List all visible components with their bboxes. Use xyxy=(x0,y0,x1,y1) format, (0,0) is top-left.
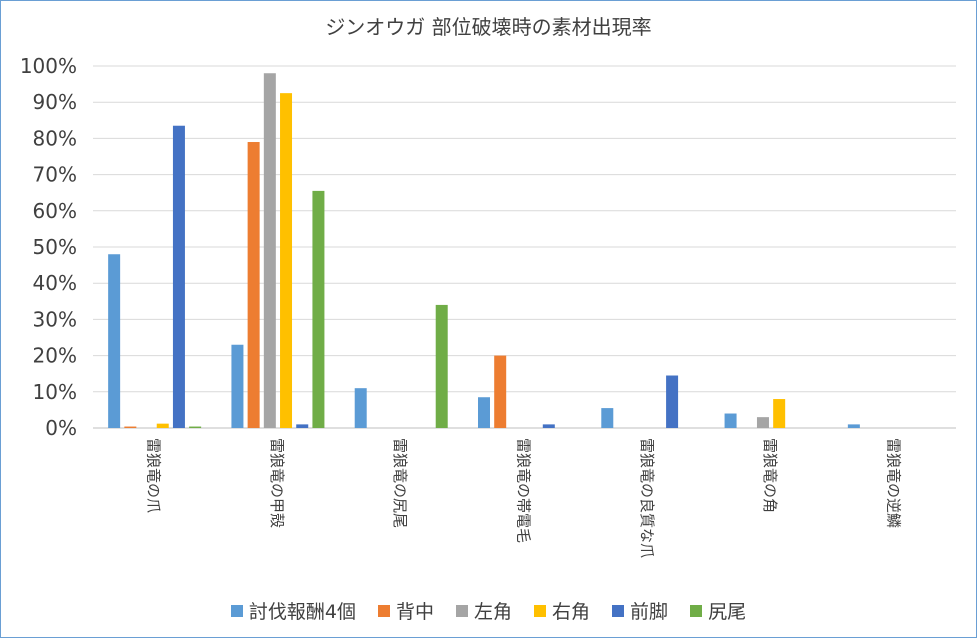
y-tick-label: 40% xyxy=(33,271,77,295)
legend-swatch xyxy=(534,604,547,617)
x-tick-label: 雷狼竜の良質な爪 xyxy=(638,438,656,558)
x-tick-label: 雷狼竜の甲殻 xyxy=(268,438,286,528)
y-tick-label: 70% xyxy=(33,163,77,187)
legend-item: 討伐報酬4個 xyxy=(230,597,356,624)
legend-swatch xyxy=(378,604,390,617)
legend-item: 尻尾 xyxy=(690,597,746,624)
legend-label: 討伐報酬4個 xyxy=(248,601,356,623)
bar xyxy=(847,424,860,428)
bar xyxy=(263,73,276,429)
x-tick-label: 雷狼竜の尻尾 xyxy=(391,438,409,528)
y-tick-label: 0% xyxy=(45,416,77,440)
chart-title: ジンオウガ 部位破壊時の素材出現率 xyxy=(325,15,652,39)
legend-item: 背中 xyxy=(378,597,434,624)
legend-swatch xyxy=(612,604,625,617)
x-tick-label: 雷狼竜の爪 xyxy=(145,438,163,513)
bar xyxy=(189,426,202,428)
y-tick-label: 60% xyxy=(33,199,77,223)
bar xyxy=(724,413,737,428)
y-tick-label: 100% xyxy=(20,54,77,78)
legend-item: 右角 xyxy=(534,597,590,624)
bar xyxy=(231,344,244,428)
bar xyxy=(601,408,614,428)
bar xyxy=(280,93,293,429)
y-tick-label: 20% xyxy=(33,344,77,368)
bar xyxy=(773,399,786,428)
legend-label: 尻尾 xyxy=(708,601,747,623)
y-tick-label: 80% xyxy=(33,126,77,150)
bar xyxy=(312,190,325,428)
legend-item: 前脚 xyxy=(612,597,668,624)
legend-swatch xyxy=(230,604,243,617)
bar xyxy=(296,424,309,428)
y-tick-label: 30% xyxy=(33,307,77,331)
bar xyxy=(354,388,367,428)
bar xyxy=(542,424,555,428)
x-tick-label: 雷狼竜の逆鱗 xyxy=(884,438,902,528)
y-tick-label: 50% xyxy=(33,235,77,259)
bar xyxy=(124,426,137,428)
bar xyxy=(756,417,769,428)
legend-swatch xyxy=(690,604,703,617)
y-tick-label: 10% xyxy=(33,380,77,404)
bar xyxy=(108,254,121,428)
bar xyxy=(247,142,260,428)
legend-item: 左角 xyxy=(456,597,512,624)
bar xyxy=(156,423,169,428)
x-tick-label: 雷狼竜の角 xyxy=(761,438,779,513)
chart-plot-area: 0% 10% 20% 30% 40% 50% 60% 70% 80% 90% 100% 雷狼竜の爪 雷狼… xyxy=(20,54,956,558)
legend-swatch xyxy=(456,604,469,617)
bar xyxy=(172,125,185,428)
bar xyxy=(494,355,507,428)
chart-legend: 討伐報酬4個 背中 左角 右角 前脚 尻尾 xyxy=(1,597,976,624)
x-tick-label: 雷狼竜の帯電毛 xyxy=(515,438,533,543)
legend-label: 前脚 xyxy=(630,601,669,623)
bar xyxy=(435,304,448,428)
y-tick-label: 90% xyxy=(33,90,77,114)
legend-label: 背中 xyxy=(396,601,435,623)
legend-label: 左角 xyxy=(474,601,513,623)
bar xyxy=(666,375,679,428)
legend-label: 右角 xyxy=(552,601,591,623)
bar xyxy=(478,397,490,428)
